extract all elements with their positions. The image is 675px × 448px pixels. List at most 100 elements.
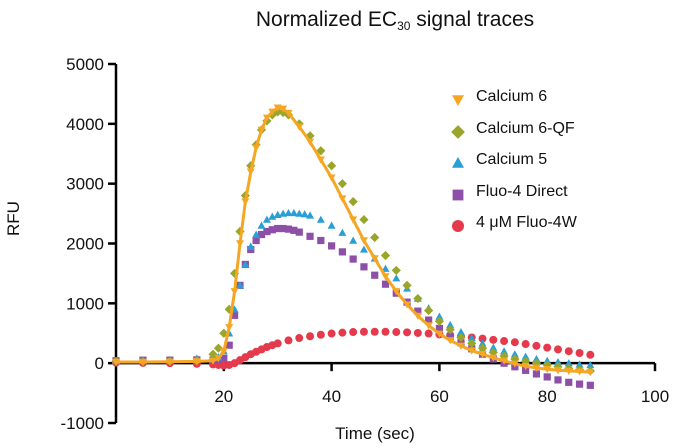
data-point-fluo-4-direct bbox=[349, 255, 357, 263]
data-point-calcium-6 bbox=[446, 337, 455, 345]
y-tick-label: 5000 bbox=[66, 55, 104, 74]
data-point-calcium-6 bbox=[306, 138, 315, 146]
data-point-calcium-5 bbox=[564, 359, 573, 367]
data-point-fluo-4-direct bbox=[425, 316, 433, 324]
data-point-calcium-6 bbox=[435, 330, 444, 338]
legend-label: Fluo-4 Direct bbox=[476, 182, 568, 200]
data-point-calcium-6 bbox=[370, 255, 379, 263]
data-point-calcium-6-qf bbox=[337, 179, 347, 189]
data-point-calcium-6-qf bbox=[327, 161, 337, 171]
legend-label: Calcium 6-QF bbox=[476, 119, 575, 137]
data-point-4-m-fluo-4w bbox=[273, 339, 282, 348]
y-axis-label: RFU bbox=[4, 201, 23, 236]
data-point-calcium-6-qf bbox=[445, 325, 455, 335]
data-point-calcium-5 bbox=[246, 242, 255, 250]
data-point-fluo-4-direct bbox=[360, 263, 368, 271]
data-point-calcium-6-qf bbox=[402, 280, 412, 290]
data-point-4-m-fluo-4w bbox=[553, 345, 562, 354]
legend-marker-icon bbox=[452, 157, 464, 168]
data-point-fluo-4-direct bbox=[279, 224, 287, 233]
data-point-4-m-fluo-4w bbox=[478, 334, 487, 343]
data-point-calcium-5 bbox=[392, 274, 401, 282]
data-point-fluo-4-direct bbox=[295, 228, 303, 236]
data-point-calcium-6 bbox=[235, 240, 244, 248]
data-point-calcium-6 bbox=[510, 360, 519, 368]
data-point-fluo-4-direct bbox=[522, 366, 530, 374]
data-point-calcium-5 bbox=[295, 209, 304, 217]
data-point-calcium-6 bbox=[338, 195, 347, 203]
legend-label: 4 μM Fluo-4W bbox=[476, 214, 577, 231]
data-point-calcium-5 bbox=[575, 360, 584, 368]
data-point-4-m-fluo-4w bbox=[575, 348, 584, 357]
data-point-calcium-6 bbox=[112, 358, 120, 366]
data-point-fluo-4-direct bbox=[381, 280, 390, 288]
x-axis-label: Time (sec) bbox=[335, 424, 415, 443]
data-point-calcium-6 bbox=[165, 358, 174, 366]
data-point-calcium-5 bbox=[456, 328, 465, 336]
data-point-calcium-5 bbox=[489, 343, 498, 351]
data-point-calcium-6 bbox=[392, 288, 401, 296]
data-point-calcium-6 bbox=[564, 367, 573, 375]
data-point-calcium-6-qf bbox=[467, 338, 477, 349]
legend-marker-icon bbox=[451, 124, 465, 139]
data-point-calcium-6 bbox=[246, 168, 255, 176]
y-tick-label: 3000 bbox=[66, 175, 104, 194]
data-point-calcium-5 bbox=[349, 236, 358, 244]
data-point-calcium-6 bbox=[456, 342, 465, 350]
data-point-4-m-fluo-4w bbox=[327, 329, 336, 338]
x-tick-label: 40 bbox=[322, 387, 341, 406]
data-point-calcium-5 bbox=[279, 209, 288, 217]
data-point-4-m-fluo-4w bbox=[349, 328, 358, 337]
data-point-calcium-6-qf bbox=[499, 351, 509, 361]
data-point-fluo-4-direct bbox=[274, 224, 282, 233]
legend-marker-icon bbox=[452, 220, 464, 232]
data-point-calcium-5 bbox=[478, 339, 487, 347]
data-point-calcium-6-qf bbox=[273, 107, 283, 117]
data-point-calcium-6-qf bbox=[531, 358, 542, 368]
data-point-fluo-4-direct bbox=[414, 307, 422, 315]
data-point-calcium-6 bbox=[553, 367, 562, 375]
data-point-calcium-6 bbox=[478, 350, 487, 359]
y-tick-label: 2000 bbox=[66, 235, 104, 254]
data-point-calcium-6 bbox=[489, 354, 498, 362]
data-point-calcium-6 bbox=[467, 347, 476, 355]
data-point-calcium-6-qf bbox=[380, 250, 391, 261]
data-point-calcium-6 bbox=[521, 362, 530, 371]
data-point-calcium-6 bbox=[230, 288, 239, 296]
chart-title-main: Normalized EC bbox=[255, 8, 398, 31]
data-point-fluo-4-direct bbox=[290, 226, 298, 234]
data-point-fluo-4-direct bbox=[575, 380, 584, 388]
data-point-4-m-fluo-4w bbox=[489, 335, 498, 344]
data-point-fluo-4-direct bbox=[328, 242, 336, 250]
data-point-fluo-4-direct bbox=[338, 248, 346, 256]
data-point-fluo-4-direct bbox=[565, 378, 573, 386]
data-point-calcium-5 bbox=[446, 320, 455, 329]
x-tick-label: 20 bbox=[214, 387, 233, 406]
data-point-fluo-4-direct bbox=[371, 271, 379, 279]
data-point-calcium-5 bbox=[316, 215, 325, 223]
data-point-calcium-6 bbox=[575, 368, 584, 376]
y-tick-label: 0 bbox=[95, 354, 104, 373]
data-point-calcium-6 bbox=[586, 368, 595, 377]
data-point-calcium-6 bbox=[359, 237, 368, 245]
data-point-calcium-6 bbox=[279, 105, 288, 113]
data-point-4-m-fluo-4w bbox=[403, 328, 412, 337]
data-point-fluo-4-direct bbox=[284, 225, 293, 233]
data-point-calcium-6 bbox=[268, 108, 277, 116]
data-point-calcium-5 bbox=[435, 312, 444, 320]
data-point-calcium-6 bbox=[219, 348, 228, 356]
data-point-calcium-5 bbox=[500, 347, 509, 355]
data-point-fluo-4-direct bbox=[225, 341, 233, 349]
data-point-calcium-5 bbox=[257, 221, 266, 229]
legend-label: Calcium 5 bbox=[476, 151, 548, 168]
data-point-calcium-6 bbox=[532, 364, 541, 372]
data-point-4-m-fluo-4w bbox=[316, 330, 325, 339]
data-point-4-m-fluo-4w bbox=[284, 336, 293, 345]
data-point-calcium-6 bbox=[413, 312, 422, 320]
chart-title-rest: signal traces bbox=[410, 8, 535, 31]
data-point-calcium-5 bbox=[327, 221, 336, 229]
legend-marker-icon bbox=[452, 95, 464, 106]
data-point-4-m-fluo-4w bbox=[381, 327, 390, 336]
data-point-fluo-4-direct bbox=[230, 311, 239, 319]
